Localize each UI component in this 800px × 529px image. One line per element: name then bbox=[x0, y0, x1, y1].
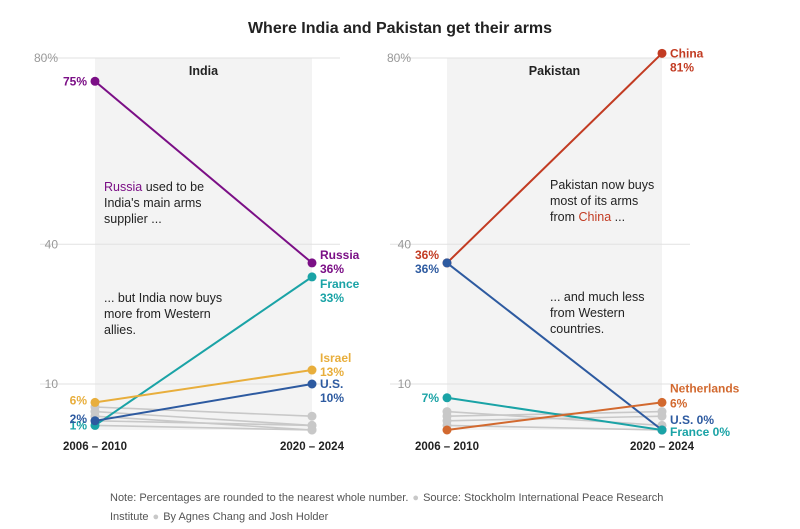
series-line bbox=[94, 424, 313, 431]
series-end-value: 33% bbox=[320, 291, 344, 305]
data-point bbox=[657, 48, 667, 58]
data-point bbox=[307, 425, 317, 435]
chart-title: Where India and Pakistan get their arms bbox=[247, 20, 553, 37]
series-end-label: France 0% bbox=[670, 425, 730, 439]
series-line bbox=[94, 369, 313, 404]
annotation-line: most of its arms bbox=[550, 194, 638, 208]
series-line bbox=[446, 52, 663, 264]
series-line bbox=[446, 262, 663, 431]
annotation-line: from China ... bbox=[550, 210, 625, 224]
annotation-text: countries. bbox=[550, 322, 604, 336]
series-end-label: Israel bbox=[320, 351, 351, 365]
x-tick-label: 2006 – 2010 bbox=[63, 441, 127, 453]
series-end-label: U.S. bbox=[320, 377, 343, 391]
data-point bbox=[657, 397, 667, 407]
y-tick-label: 10 bbox=[45, 377, 59, 391]
series-line bbox=[94, 406, 313, 417]
annotation-line: supplier ... bbox=[104, 212, 162, 226]
series-line bbox=[94, 276, 313, 427]
data-point bbox=[307, 379, 317, 389]
series-end-value: 36% bbox=[320, 262, 344, 276]
series-start-label: 7% bbox=[422, 391, 440, 405]
series-start-label: 36% bbox=[415, 262, 439, 276]
series-end-label: France bbox=[320, 277, 360, 291]
byline-text: By Agnes Chang and Josh Holder bbox=[163, 511, 329, 523]
annotation-text: ... and much less bbox=[550, 290, 645, 304]
series-end-label: U.S. 0% bbox=[670, 413, 714, 427]
data-point bbox=[307, 272, 317, 282]
data-point bbox=[657, 425, 667, 435]
series-start-label: 36% bbox=[415, 248, 439, 262]
series-start-label: 1% bbox=[70, 418, 88, 432]
annotation-text: Russia bbox=[104, 180, 142, 194]
separator-dot: ● bbox=[412, 492, 420, 504]
series-start-label: 2% bbox=[70, 412, 88, 426]
data-point bbox=[442, 425, 452, 435]
annotation-text: supplier ... bbox=[104, 212, 162, 226]
series-line bbox=[446, 396, 663, 431]
data-point bbox=[442, 393, 452, 403]
data-point bbox=[307, 411, 317, 421]
series-line bbox=[94, 420, 313, 427]
annotation-text: Pakistan now buys bbox=[550, 178, 654, 192]
series-line bbox=[446, 401, 663, 431]
series-start-label: 6% bbox=[70, 393, 88, 407]
series-line bbox=[94, 383, 313, 422]
source-text: Source: Stockholm International Peace Re… bbox=[110, 492, 664, 523]
annotation-text: allies. bbox=[104, 323, 136, 337]
x-tick-label: 2020 – 2024 bbox=[630, 441, 695, 453]
x-tick-label: 2020 – 2024 bbox=[280, 441, 345, 453]
annotation-line: Pakistan now buys bbox=[550, 178, 654, 192]
annotation-text: India's main arms bbox=[104, 196, 202, 210]
data-point bbox=[90, 397, 100, 407]
y-tick-label: 80% bbox=[387, 51, 411, 65]
annotation-line: ... but India now buys bbox=[104, 291, 222, 305]
annotation-line: ... and much less bbox=[550, 290, 645, 304]
annotation-line: allies. bbox=[104, 323, 136, 337]
data-point bbox=[657, 411, 667, 421]
x-tick-label: 2006 – 2010 bbox=[415, 441, 479, 453]
series-end-value: 13% bbox=[320, 365, 344, 379]
series-end-label: Netherlands bbox=[670, 381, 740, 395]
annotation-text: China bbox=[578, 210, 611, 224]
chart-svg: 80% 40 10 India 2006 – 2010 2020 – 2024 80% 40 1… bbox=[34, 46, 740, 453]
data-point bbox=[307, 365, 317, 375]
series-end-value: 10% bbox=[320, 391, 344, 405]
annotation-line: from Western bbox=[550, 306, 625, 320]
annotation-text: more from Western bbox=[104, 307, 211, 321]
annotation-text: ... bbox=[611, 210, 625, 224]
series-end-value: 6% bbox=[670, 396, 688, 410]
y-tick-label: 40 bbox=[398, 237, 412, 251]
data-point bbox=[442, 258, 452, 268]
annotation-line: India's main arms bbox=[104, 196, 202, 210]
footnote: Note: Percentages are rounded to the nea… bbox=[110, 489, 710, 527]
annotation-line: more from Western bbox=[104, 307, 211, 321]
data-point bbox=[442, 407, 452, 417]
annotation-text: from bbox=[550, 210, 578, 224]
series-line bbox=[446, 410, 663, 427]
series-end-label: Russia bbox=[320, 248, 360, 262]
series-end-value: 81% bbox=[670, 60, 694, 74]
data-point bbox=[90, 416, 100, 426]
y-tick-label: 80% bbox=[34, 51, 58, 65]
series-line bbox=[94, 80, 313, 264]
data-point bbox=[307, 258, 317, 268]
annotation-text: from Western bbox=[550, 306, 625, 320]
series-end-label: China bbox=[670, 46, 704, 60]
annotation-text: used to be bbox=[142, 180, 204, 194]
series-start-label: 75% bbox=[63, 74, 87, 88]
separator-dot: ● bbox=[152, 511, 160, 523]
y-tick-label: 10 bbox=[398, 377, 412, 391]
annotation-line: Russia used to be bbox=[104, 180, 204, 194]
data-point bbox=[90, 76, 100, 86]
note-text: Note: Percentages are rounded to the nea… bbox=[110, 492, 409, 504]
annotation-text: most of its arms bbox=[550, 194, 638, 208]
y-tick-label: 40 bbox=[45, 237, 59, 251]
panel-subtitle: Pakistan bbox=[529, 64, 580, 78]
annotation-text: ... but India now buys bbox=[104, 291, 222, 305]
annotation-line: countries. bbox=[550, 322, 604, 336]
panel-subtitle: India bbox=[189, 64, 219, 78]
